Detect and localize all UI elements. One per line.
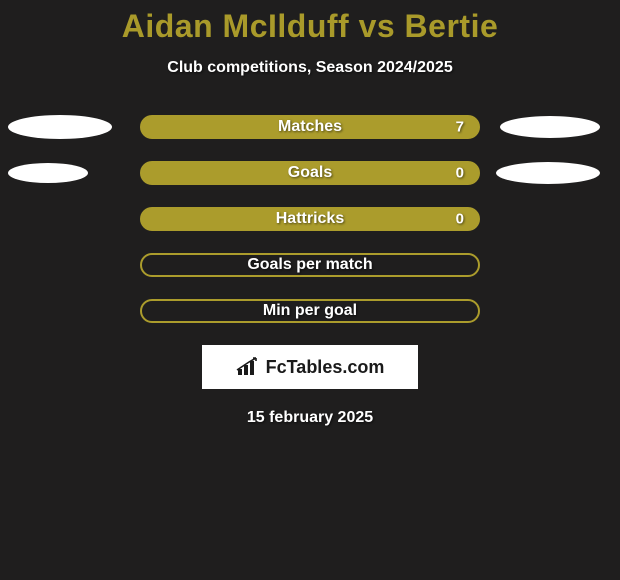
avatar-placeholder-right xyxy=(500,116,600,138)
stat-label: Matches xyxy=(278,118,342,136)
stat-label: Min per goal xyxy=(263,302,357,320)
stat-bar: Goals 0 xyxy=(140,161,480,185)
stat-label: Goals xyxy=(288,164,332,182)
logo: FcTables.com xyxy=(202,345,418,389)
stat-label: Hattricks xyxy=(276,210,344,228)
stat-row-matches: Matches 7 xyxy=(0,115,620,139)
stat-row-min-per-goal: Min per goal xyxy=(0,299,620,323)
avatar-placeholder-left xyxy=(8,163,88,183)
stat-row-goals-per-match: Goals per match xyxy=(0,253,620,277)
stat-value: 0 xyxy=(456,211,464,228)
stat-bar: Hattricks 0 xyxy=(140,207,480,231)
avatar-placeholder-right xyxy=(496,162,600,184)
stat-value: 7 xyxy=(456,119,464,136)
logo-text: FcTables.com xyxy=(266,357,385,378)
stat-label: Goals per match xyxy=(247,256,372,274)
comparison-card: Aidan McIlduff vs Bertie Club competitio… xyxy=(0,0,620,580)
bar-chart-icon xyxy=(236,357,260,377)
avatar-placeholder-left xyxy=(8,115,112,139)
date-text: 15 february 2025 xyxy=(0,409,620,427)
stat-value: 0 xyxy=(456,165,464,182)
stat-bar: Min per goal xyxy=(140,299,480,323)
stat-row-hattricks: Hattricks 0 xyxy=(0,207,620,231)
stat-bar: Matches 7 xyxy=(140,115,480,139)
subtitle: Club competitions, Season 2024/2025 xyxy=(0,59,620,77)
page-title: Aidan McIlduff vs Bertie xyxy=(0,0,620,45)
stat-bar: Goals per match xyxy=(140,253,480,277)
stat-row-goals: Goals 0 xyxy=(0,161,620,185)
stat-rows: Matches 7 Goals 0 Hattricks 0 Goals per … xyxy=(0,115,620,323)
